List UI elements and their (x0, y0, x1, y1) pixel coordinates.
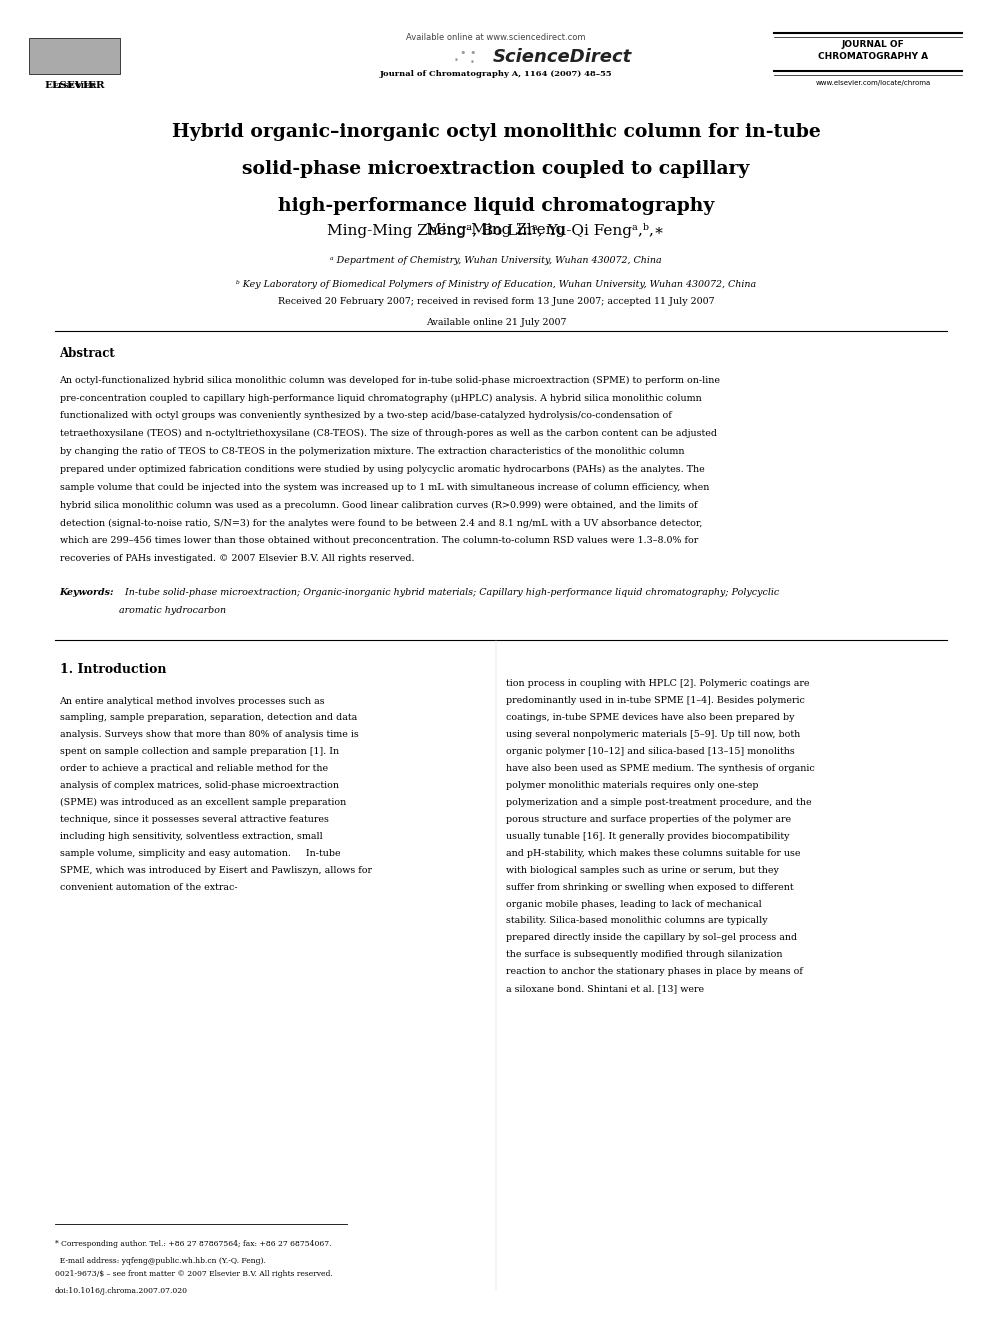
Text: Hybrid organic–inorganic octyl monolithic column for in-tube: Hybrid organic–inorganic octyl monolithi… (172, 123, 820, 142)
Text: recoveries of PAHs investigated. © 2007 Elsevier B.V. All rights reserved.: recoveries of PAHs investigated. © 2007 … (60, 554, 414, 564)
Text: prepared under optimized fabrication conditions were studied by using polycyclic: prepared under optimized fabrication con… (60, 466, 704, 474)
Text: sampling, sample preparation, separation, detection and data: sampling, sample preparation, separation… (60, 713, 357, 722)
Text: ᵇ Key Laboratory of Biomedical Polymers of Ministry of Education, Wuhan Universi: ᵇ Key Laboratory of Biomedical Polymers … (236, 280, 756, 288)
Text: ELSEVIER: ELSEVIER (53, 82, 96, 90)
Text: E-mail address: yqfeng@public.wh.hb.cn (Y.-Q. Feng).: E-mail address: yqfeng@public.wh.hb.cn (… (55, 1257, 266, 1265)
Text: pre-concentration coupled to capillary high-performance liquid chromatography (μ: pre-concentration coupled to capillary h… (60, 394, 701, 402)
Text: convenient automation of the extrac-: convenient automation of the extrac- (60, 882, 237, 892)
Text: •: • (470, 58, 474, 66)
Text: * Corresponding author. Tel.: +86 27 87867564; fax: +86 27 68754067.: * Corresponding author. Tel.: +86 27 878… (55, 1240, 331, 1248)
Text: doi:10.1016/j.chroma.2007.07.020: doi:10.1016/j.chroma.2007.07.020 (55, 1287, 187, 1295)
Text: polymer monolithic materials requires only one-step: polymer monolithic materials requires on… (506, 781, 759, 790)
Text: analysis of complex matrices, solid-phase microextraction: analysis of complex matrices, solid-phas… (60, 781, 338, 790)
Text: JOURNAL OF
CHROMATOGRAPHY A: JOURNAL OF CHROMATOGRAPHY A (817, 40, 929, 61)
Text: tetraethoxysilane (TEOS) and n-octyltriethoxysilane (C8-TEOS). The size of throu: tetraethoxysilane (TEOS) and n-octyltrie… (60, 429, 716, 438)
Text: porous structure and surface properties of the polymer are: porous structure and surface properties … (506, 815, 791, 824)
Text: stability. Silica-based monolithic columns are typically: stability. Silica-based monolithic colum… (506, 917, 768, 926)
Text: Keywords:: Keywords: (60, 587, 114, 597)
Text: functionalized with octyl groups was conveniently synthesized by a two-step acid: functionalized with octyl groups was con… (60, 411, 672, 421)
Text: Ming-Ming Zheng: Ming-Ming Zheng (427, 224, 565, 237)
Text: An octyl-functionalized hybrid silica monolithic column was developed for in-tub: An octyl-functionalized hybrid silica mo… (60, 376, 720, 385)
Text: hybrid silica monolithic column was used as a precolumn. Good linear calibration: hybrid silica monolithic column was used… (60, 501, 697, 509)
Text: www.elsevier.com/locate/chroma: www.elsevier.com/locate/chroma (815, 81, 930, 86)
Text: Journal of Chromatography A, 1164 (2007) 48–55: Journal of Chromatography A, 1164 (2007)… (380, 70, 612, 78)
Text: a siloxane bond. Shintani et al. [13] were: a siloxane bond. Shintani et al. [13] we… (506, 984, 704, 994)
Text: aromatic hydrocarbon: aromatic hydrocarbon (119, 606, 226, 615)
FancyBboxPatch shape (29, 38, 120, 74)
Text: 0021-9673/$ – see front matter © 2007 Elsevier B.V. All rights reserved.: 0021-9673/$ – see front matter © 2007 El… (55, 1270, 332, 1278)
Text: using several nonpolymeric materials [5–9]. Up till now, both: using several nonpolymeric materials [5–… (506, 730, 801, 740)
Text: usually tunable [16]. It generally provides biocompatibility: usually tunable [16]. It generally provi… (506, 832, 790, 841)
Text: including high sensitivity, solventless extraction, small: including high sensitivity, solventless … (60, 832, 322, 841)
Text: Ming-Ming Zhengᵃ, Bo Linᵃ, Yu-Qi Fengᵃ,ᵇ,∗: Ming-Ming Zhengᵃ, Bo Linᵃ, Yu-Qi Fengᵃ,ᵇ… (327, 222, 665, 238)
Text: predominantly used in in-tube SPME [1–4]. Besides polymeric: predominantly used in in-tube SPME [1–4]… (506, 696, 805, 705)
Text: the surface is subsequently modified through silanization: the surface is subsequently modified thr… (506, 950, 783, 959)
Text: have also been used as SPME medium. The synthesis of organic: have also been used as SPME medium. The … (506, 765, 814, 773)
Text: technique, since it possesses several attractive features: technique, since it possesses several at… (60, 815, 328, 824)
Text: sample volume, simplicity and easy automation.     In-tube: sample volume, simplicity and easy autom… (60, 849, 340, 859)
Text: ScienceDirect: ScienceDirect (493, 48, 632, 66)
Text: 1. Introduction: 1. Introduction (60, 664, 166, 676)
Text: An entire analytical method involves processes such as: An entire analytical method involves pro… (60, 696, 325, 705)
Text: (SPME) was introduced as an excellent sample preparation: (SPME) was introduced as an excellent sa… (60, 798, 346, 807)
Text: which are 299–456 times lower than those obtained without preconcentration. The : which are 299–456 times lower than those… (60, 537, 697, 545)
Text: organic polymer [10–12] and silica-based [13–15] monoliths: organic polymer [10–12] and silica-based… (506, 747, 795, 757)
Text: by changing the ratio of TEOS to C8-TEOS in the polymerization mixture. The extr: by changing the ratio of TEOS to C8-TEOS… (60, 447, 684, 456)
Text: high-performance liquid chromatography: high-performance liquid chromatography (278, 197, 714, 216)
Text: sample volume that could be injected into the system was increased up to 1 mL wi: sample volume that could be injected int… (60, 483, 709, 492)
Text: reaction to anchor the stationary phases in place by means of: reaction to anchor the stationary phases… (506, 967, 803, 976)
Text: suffer from shrinking or swelling when exposed to different: suffer from shrinking or swelling when e… (506, 882, 794, 892)
Text: ELSEVIER: ELSEVIER (44, 82, 105, 90)
Text: spent on sample collection and sample preparation [1]. In: spent on sample collection and sample pr… (60, 747, 338, 757)
Text: coatings, in-tube SPME devices have also been prepared by: coatings, in-tube SPME devices have also… (506, 713, 795, 722)
Text: •: • (454, 57, 458, 65)
Text: polymerization and a simple post-treatment procedure, and the: polymerization and a simple post-treatme… (506, 798, 811, 807)
Text: • •: • • (460, 48, 476, 58)
Text: organic mobile phases, leading to lack of mechanical: organic mobile phases, leading to lack o… (506, 900, 762, 909)
Text: analysis. Surveys show that more than 80% of analysis time is: analysis. Surveys show that more than 80… (60, 730, 358, 740)
Text: prepared directly inside the capillary by sol–gel process and: prepared directly inside the capillary b… (506, 934, 797, 942)
Text: In-tube solid-phase microextraction; Organic-inorganic hybrid materials; Capilla: In-tube solid-phase microextraction; Org… (119, 587, 780, 597)
Text: ᵃ Department of Chemistry, Wuhan University, Wuhan 430072, China: ᵃ Department of Chemistry, Wuhan Univers… (330, 257, 662, 265)
Text: SPME, which was introduced by Eisert and Pawliszyn, allows for: SPME, which was introduced by Eisert and… (60, 867, 372, 875)
Text: order to achieve a practical and reliable method for the: order to achieve a practical and reliabl… (60, 765, 327, 774)
Text: detection (signal-to-noise ratio, S/N=3) for the analytes were found to be betwe: detection (signal-to-noise ratio, S/N=3)… (60, 519, 702, 528)
Text: tion process in coupling with HPLC [2]. Polymeric coatings are: tion process in coupling with HPLC [2]. … (506, 680, 809, 688)
Text: solid-phase microextraction coupled to capillary: solid-phase microextraction coupled to c… (242, 160, 750, 179)
Text: Available online at www.sciencedirect.com: Available online at www.sciencedirect.co… (407, 33, 585, 41)
Text: and pH-stability, which makes these columns suitable for use: and pH-stability, which makes these colu… (506, 849, 801, 857)
Text: Abstract: Abstract (60, 347, 115, 360)
Text: Received 20 February 2007; received in revised form 13 June 2007; accepted 11 Ju: Received 20 February 2007; received in r… (278, 298, 714, 306)
Text: Available online 21 July 2007: Available online 21 July 2007 (426, 319, 566, 327)
Text: with biological samples such as urine or serum, but they: with biological samples such as urine or… (506, 865, 779, 875)
